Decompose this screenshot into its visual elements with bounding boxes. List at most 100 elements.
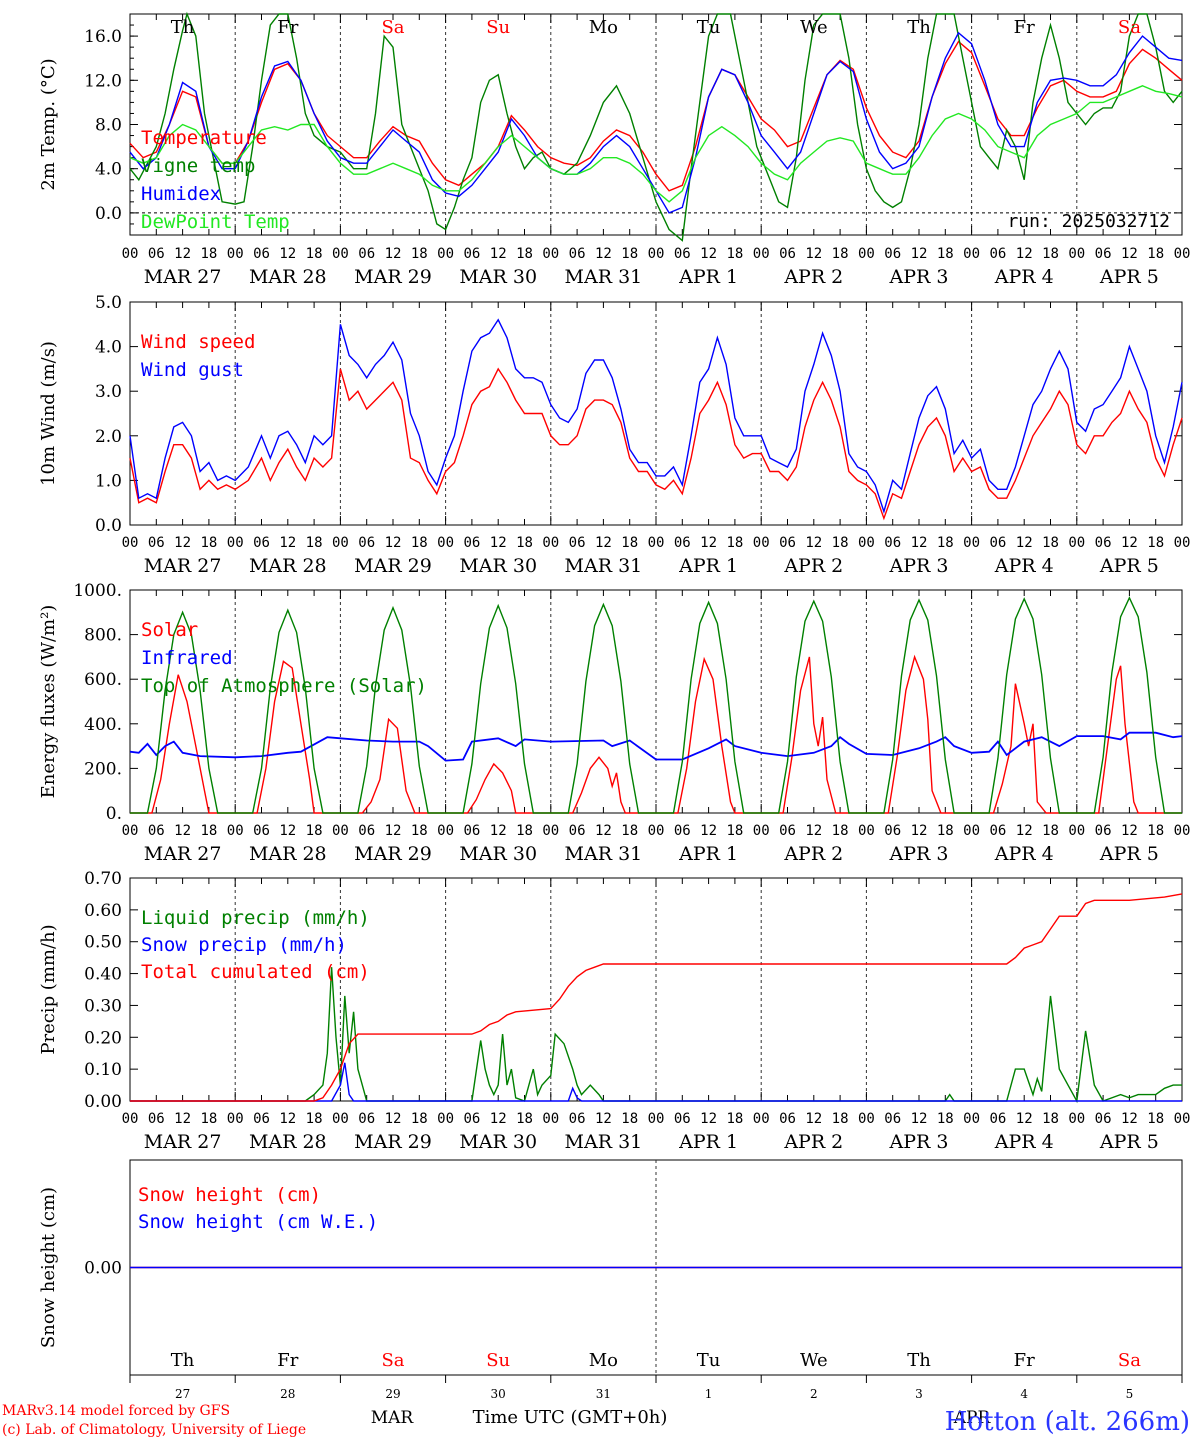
x-tick-label: 18 [200, 823, 217, 839]
date-label: APR 5 [1099, 555, 1159, 577]
x-tick-label: 12 [174, 823, 191, 839]
legend-label: Humidex [141, 183, 221, 205]
date-label: MAR 31 [565, 843, 643, 865]
x-tick-label: 12 [805, 246, 822, 262]
weekday-label: Sa [381, 17, 404, 38]
y-axis-label: 2m Temp. (°C) [38, 58, 59, 190]
panel-0: 00 06 12 18 00 06 12 18 00 06 12 18 00 06 12 18 00 06 12 18… [38, 11, 1191, 288]
weekday-label: We [800, 1350, 828, 1371]
x-tick-label: 00 [542, 246, 559, 262]
y-tick-label: 8.0 [95, 116, 122, 136]
weekday-label: Su [486, 1350, 510, 1371]
x-tick-label: 12 [911, 1111, 928, 1127]
y-tick-label: 5.0 [95, 293, 122, 313]
x-tick-label: 00 [648, 535, 665, 551]
weekday-label: Mo [589, 1350, 618, 1371]
x-tick-label: 18 [200, 1111, 217, 1127]
run-annotation: run: 2025032712 [1007, 211, 1170, 232]
x-tick-label: 18 [832, 535, 849, 551]
x-tick-label: 00 [332, 823, 349, 839]
x-tick-label: 00 [1174, 246, 1191, 262]
date-label: MAR 28 [249, 266, 327, 288]
x-tick-label: 12 [174, 246, 191, 262]
weekday-label: Mo [589, 17, 618, 38]
date-label: MAR 30 [459, 266, 537, 288]
x-tick-label: 12 [805, 535, 822, 551]
x-tick-label: 06 [884, 823, 901, 839]
date-label: MAR 29 [354, 843, 432, 865]
panel-1: 00 06 12 18 00 06 12 18 00 06 12 18 00 06 12 18 00 06 12 18… [38, 293, 1190, 577]
x-tick-label: 00 [437, 1111, 454, 1127]
x-tick-label: 12 [490, 1111, 507, 1127]
date-label: APR 4 [994, 843, 1054, 865]
date-label: APR 4 [994, 555, 1054, 577]
date-label: MAR 29 [354, 1131, 432, 1153]
x-tick-label: 06 [358, 823, 375, 839]
x-tick-label: 06 [1095, 823, 1112, 839]
x-tick-label: 18 [516, 246, 533, 262]
weekday-label: We [800, 17, 828, 38]
x-tick-label: 06 [779, 1111, 796, 1127]
x-tick-label: 00 [753, 246, 770, 262]
weekday-label: Sa [381, 1350, 404, 1371]
x-tick-label: 00 [963, 535, 980, 551]
date-label: APR 5 [1099, 843, 1159, 865]
x-tick-label: 12 [911, 535, 928, 551]
x-tick-label: 06 [253, 823, 270, 839]
date-label: MAR 28 [249, 1131, 327, 1153]
x-tick-label: 18 [726, 246, 743, 262]
x-tick-label: 18 [411, 823, 428, 839]
weekday-label: Th [171, 1350, 195, 1371]
day-number-label: 2 [810, 1387, 818, 1401]
x-tick-label: 00 [122, 246, 139, 262]
x-tick-label: 06 [779, 823, 796, 839]
date-label: MAR 31 [565, 266, 643, 288]
x-tick-label: 06 [569, 823, 586, 839]
series-line [129, 85, 1183, 203]
x-tick-label: 12 [385, 823, 402, 839]
x-tick-label: 00 [1068, 535, 1085, 551]
weekday-label: Th [907, 17, 931, 38]
date-label: MAR 27 [144, 266, 222, 288]
x-tick-label: 18 [1042, 535, 1059, 551]
x-tick-label: 12 [595, 823, 612, 839]
x-tick-label: 18 [516, 535, 533, 551]
x-tick-label: 18 [832, 823, 849, 839]
y-tick-label: 0.50 [84, 933, 122, 953]
date-label: MAR 28 [249, 555, 327, 577]
y-tick-label: 1.0 [95, 471, 122, 491]
panel-3: 00 06 12 18 00 06 12 18 00 06 12 18 00 06 12 18 00 06 12 18… [38, 869, 1190, 1153]
date-label: APR 1 [678, 1131, 738, 1153]
x-tick-label: 18 [411, 1111, 428, 1127]
x-tick-label: 06 [1095, 246, 1112, 262]
x-tick-label: 00 [122, 823, 139, 839]
x-tick-label: 12 [1121, 823, 1138, 839]
x-tick-label: 18 [1042, 823, 1059, 839]
date-label: APR 4 [994, 266, 1054, 288]
weekday-label: Tu [697, 1350, 721, 1371]
x-tick-label: 18 [411, 246, 428, 262]
date-label: MAR 30 [459, 1131, 537, 1153]
y-tick-label: 16.0 [84, 27, 122, 47]
weekday-label: Fr [1014, 1350, 1035, 1371]
x-tick-label: 12 [279, 246, 296, 262]
x-tick-label: 06 [148, 246, 165, 262]
plot-frame [129, 301, 1183, 526]
x-tick-label: 18 [726, 823, 743, 839]
x-tick-label: 00 [858, 1111, 875, 1127]
x-tick-label: 12 [490, 246, 507, 262]
day-number-label: 30 [491, 1387, 506, 1401]
x-tick-label: 06 [148, 535, 165, 551]
x-tick-label: 18 [621, 1111, 638, 1127]
y-tick-label: 0.30 [84, 996, 122, 1016]
date-label: APR 3 [889, 266, 949, 288]
x-tick-label: 06 [989, 823, 1006, 839]
legend-label: Wind gust [141, 359, 244, 381]
series-line [130, 893, 1183, 1102]
x-tick-label: 00 [437, 535, 454, 551]
x-tick-label: 06 [253, 535, 270, 551]
date-label: APR 5 [1099, 1131, 1159, 1153]
y-axis-label: 10m Wind (m/s) [38, 341, 59, 486]
x-tick-label: 18 [516, 823, 533, 839]
date-label: APR 4 [994, 1131, 1054, 1153]
